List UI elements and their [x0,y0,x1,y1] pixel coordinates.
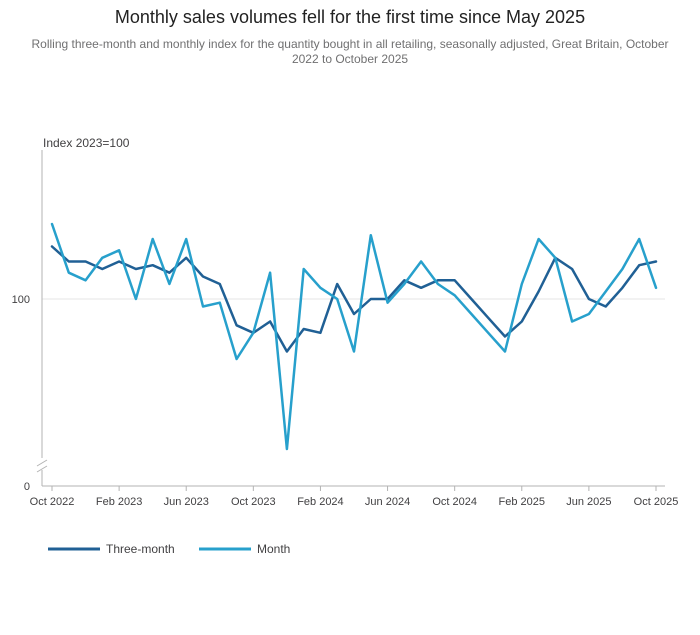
chart-title: Monthly sales volumes fell for the first… [114,7,586,27]
x-tick-label: Feb 2023 [96,496,142,508]
series-lines [50,222,658,451]
series-line-month [50,222,658,451]
x-tick-label: Jun 2023 [164,496,209,508]
y-axis-label: Index 2023=100 [43,136,130,150]
axes [36,150,665,487]
legend-label-month: Month [257,542,290,556]
y-tick-labels: 0 100 [12,294,30,493]
y-tick-label-100: 100 [12,294,30,306]
axis-break-icon [36,459,48,473]
chart-subtitle: Rolling three-month and monthly index fo… [31,37,669,66]
x-tick-label: Feb 2025 [499,496,545,508]
x-tick-label: Oct 2025 [634,496,679,508]
x-tick-label: Oct 2024 [432,496,477,508]
x-tick-labels: Oct 2022 Feb 2023 Jun 2023 Oct 2023 Feb 2024… [30,486,679,508]
x-tick-label: Oct 2022 [30,496,75,508]
x-tick-label: Feb 2024 [297,496,343,508]
x-tick-label: Oct 2023 [231,496,276,508]
legend-label-three-month: Three-month [106,542,175,556]
legend: Three-month Month [48,542,290,556]
y-tick-label-0: 0 [24,481,30,493]
x-tick-label: Jun 2025 [566,496,611,508]
x-tick-label: Jun 2024 [365,496,410,508]
